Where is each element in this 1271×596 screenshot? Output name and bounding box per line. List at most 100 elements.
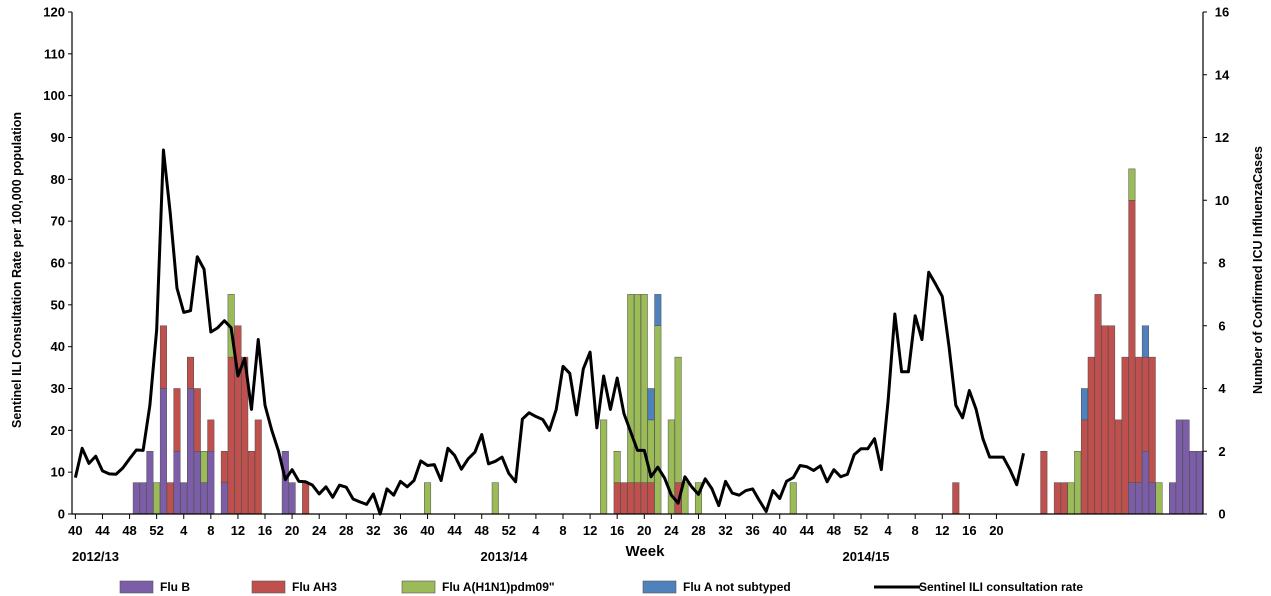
bar-flu-a-h1n1-pdm09 <box>600 419 608 515</box>
bar-flu-ah3 <box>1101 325 1109 515</box>
left-tick-label: 70 <box>51 214 65 229</box>
x-tick-label: 20 <box>989 523 1003 538</box>
x-axis-title: Week <box>626 543 666 560</box>
x-tick-label: 48 <box>122 523 136 538</box>
season-label: 2012/13 <box>72 549 119 564</box>
bar-flu-a-h1n1-pdm09 <box>1074 451 1082 515</box>
bar-flu-b <box>139 482 147 515</box>
x-tick-label: 8 <box>559 523 566 538</box>
left-y-ticks: 0 10 20 30 40 50 60 70 80 90 100 110 120 <box>43 5 72 522</box>
x-tick-label: 44 <box>800 523 815 538</box>
x-tick-label: 44 <box>95 523 110 538</box>
x-tick-label: 12 <box>231 523 245 538</box>
x-tick-label: 4 <box>532 523 540 538</box>
ili-rate-line <box>73 148 1025 516</box>
right-tick-label: 2 <box>1218 444 1225 459</box>
x-tick-label: 40 <box>420 523 434 538</box>
x-tick-label: 24 <box>312 523 327 538</box>
bar-flu-a-h1n1-pdm09 <box>633 294 642 483</box>
bar-flu-b <box>1182 419 1190 515</box>
bar-flu-ah3 <box>1060 482 1068 515</box>
bar-flu-a-h1n1-pdm09 <box>491 482 499 515</box>
bar-flu-b <box>1169 482 1177 515</box>
bar-flu-ah3 <box>207 419 215 452</box>
bar-flu-a-not-subtyped <box>1141 325 1149 358</box>
bar-flu-b <box>1141 451 1149 515</box>
bar-flu-ah3 <box>647 482 655 515</box>
bar-flu-b <box>146 451 154 515</box>
x-tick-label: 40 <box>772 523 786 538</box>
x-tick-label: 4 <box>884 523 892 538</box>
season-label: 2013/14 <box>481 549 529 564</box>
x-tick-label: 24 <box>664 523 679 538</box>
bar-flu-a-h1n1-pdm09 <box>1155 482 1163 515</box>
left-tick-label: 80 <box>51 172 65 187</box>
bar-flu-ah3 <box>302 482 310 515</box>
left-tick-label: 20 <box>51 423 65 438</box>
right-y-ticks: 0 2 4 6 8 10 12 14 16 <box>1203 5 1230 522</box>
x-tick-label: 32 <box>366 523 380 538</box>
right-tick-label: 16 <box>1215 5 1229 20</box>
bar-flu-ah3 <box>159 325 167 389</box>
bar-flu-ah3 <box>627 482 635 515</box>
bar-flu-ah3 <box>1080 419 1088 515</box>
bar-flu-b <box>180 482 188 515</box>
bar-flu-b <box>132 482 140 515</box>
bar-flu-a-h1n1-pdm09 <box>627 294 635 483</box>
bar-flu-b <box>1148 482 1156 515</box>
x-tick-label: 16 <box>610 523 624 538</box>
right-tick-label: 14 <box>1215 67 1230 82</box>
legend-label-flu-h1n1: Flu A(H1N1)pdm09" <box>442 580 555 594</box>
bar-flu-ah3 <box>254 419 262 515</box>
bar-flu-ah3 <box>633 482 642 515</box>
bar-flu-ah3 <box>640 482 648 515</box>
x-tick-label: 16 <box>258 523 272 538</box>
legend-swatch-flu-ah3 <box>251 580 286 594</box>
left-tick-label: 60 <box>51 256 65 271</box>
bar-flu-ah3 <box>1121 356 1129 515</box>
right-tick-label: 0 <box>1218 507 1225 522</box>
bar-flu-ah3 <box>247 451 255 515</box>
bar-flu-ah3 <box>1141 356 1149 452</box>
x-tick-label: 12 <box>583 523 597 538</box>
left-tick-label: 10 <box>51 465 65 480</box>
bar-flu-ah3 <box>1148 356 1156 483</box>
bar-flu-b <box>1196 451 1204 515</box>
x-tick-label: 4 <box>180 523 188 538</box>
bar-flu-b <box>207 451 215 515</box>
bar-flu-b <box>159 388 167 515</box>
bar-flu-b <box>173 451 181 515</box>
right-tick-label: 4 <box>1218 381 1226 396</box>
bar-flu-ah3 <box>952 482 960 515</box>
right-tick-label: 8 <box>1218 256 1225 271</box>
right-tick-label: 10 <box>1215 193 1229 208</box>
bar-flu-a-h1n1-pdm09 <box>1128 168 1136 201</box>
season-label: 2014/15 <box>843 549 890 564</box>
bar-flu-ah3 <box>1040 451 1048 515</box>
bar-flu-a-h1n1-pdm09 <box>789 482 797 515</box>
bar-flu-a-not-subtyped <box>1080 388 1088 421</box>
x-tick-label: 40 <box>68 523 82 538</box>
x-tick-label: 52 <box>854 523 868 538</box>
bar-flu-ah3 <box>193 388 201 452</box>
left-tick-label: 50 <box>51 297 65 312</box>
x-tick-label: 48 <box>827 523 841 538</box>
bar-flu-b <box>187 388 195 515</box>
bar-flu-b <box>1135 482 1143 515</box>
x-tick-label: 32 <box>718 523 732 538</box>
legend-label-flu-ah3: Flu AH3 <box>292 580 337 594</box>
bar-flu-a-h1n1-pdm09 <box>1067 482 1075 515</box>
bar-flu-b <box>220 482 228 515</box>
bar-flu-a-h1n1-pdm09 <box>153 482 161 515</box>
bars-layer <box>132 168 1204 515</box>
bar-flu-a-h1n1-pdm09 <box>640 294 648 483</box>
x-tick-label: 36 <box>745 523 759 538</box>
bar-flu-ah3 <box>220 451 228 483</box>
bar-flu-a-h1n1-pdm09 <box>674 356 682 483</box>
left-y-axis-title: Sentinel ILI Consultation Rate per 100,0… <box>10 112 24 428</box>
bar-flu-ah3 <box>613 482 621 515</box>
x-tick-label: 8 <box>912 523 919 538</box>
x-tick-label: 16 <box>962 523 976 538</box>
legend-label-flu-b: Flu B <box>160 580 190 594</box>
bar-flu-b <box>281 451 289 515</box>
